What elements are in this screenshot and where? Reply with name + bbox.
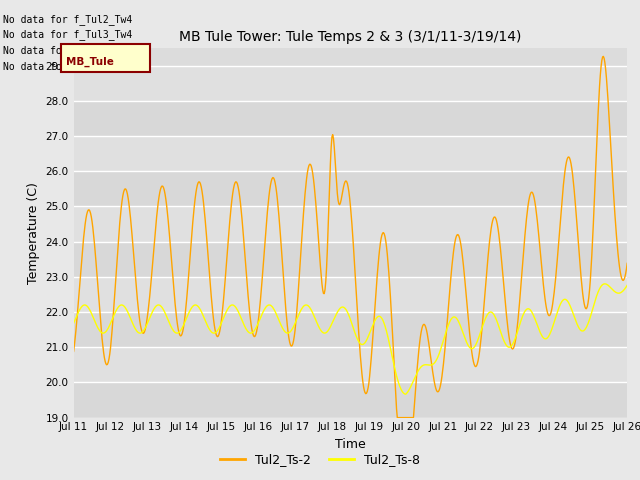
Bar (74, 101, 627, 136)
Text: MB_Tule: MB_Tule (66, 56, 114, 67)
Tul2_Ts-2 (191, 196, 199, 202)
Bar (74, 383, 627, 418)
Bar (74, 312, 627, 347)
Tul2_Ts-2 (215, 332, 223, 337)
Legend: Tul2_Ts-2, Tul2_Ts-8: Tul2_Ts-2, Tul2_Ts-8 (214, 448, 426, 471)
Tul2_Ts-8 (601, 281, 609, 287)
Bar (74, 241, 627, 277)
Line: Tul2_Ts-8: Tul2_Ts-8 (74, 284, 627, 394)
Text: No data for f_Tul3_Ts2: No data for f_Tul3_Ts2 (3, 45, 132, 56)
Bar (74, 206, 627, 241)
Tul2_Ts-2 (70, 348, 77, 354)
Tul2_Ts-2 (342, 178, 349, 184)
Text: No data for f_Tul2_Tw4: No data for f_Tul2_Tw4 (3, 13, 132, 24)
Tul2_Ts-8 (342, 306, 349, 312)
Bar (74, 66, 627, 101)
Tul2_Ts-2 (623, 261, 631, 266)
Tul2_Ts-2 (573, 225, 581, 231)
Tul2_Ts-2 (397, 415, 404, 420)
Text: No data for f_Tul3_Tw4: No data for f_Tul3_Tw4 (3, 29, 132, 40)
Bar (74, 136, 627, 171)
Tul2_Ts-8 (215, 325, 223, 331)
Bar (74, 277, 627, 312)
Tul2_Ts-8 (191, 302, 199, 308)
Tul2_Ts-8 (623, 282, 631, 288)
Bar (74, 171, 627, 206)
Tul2_Ts-8 (402, 391, 410, 397)
Y-axis label: Temperature (C): Temperature (C) (27, 182, 40, 284)
Tul2_Ts-8 (396, 383, 403, 389)
Line: Tul2_Ts-2: Tul2_Ts-2 (74, 56, 627, 418)
Text: No data for f_LMB_Tule: No data for f_LMB_Tule (3, 61, 132, 72)
Tul2_Ts-2 (394, 415, 401, 420)
Tul2_Ts-2 (451, 239, 459, 245)
X-axis label: Time: Time (335, 438, 366, 451)
Tul2_Ts-8 (70, 321, 77, 326)
Tul2_Ts-2 (600, 53, 607, 59)
Tul2_Ts-8 (573, 322, 581, 327)
Title: MB Tule Tower: Tule Temps 2 & 3 (3/1/11-3/19/14): MB Tule Tower: Tule Temps 2 & 3 (3/1/11-… (179, 30, 522, 44)
Bar (74, 347, 627, 383)
Tul2_Ts-8 (451, 314, 459, 320)
